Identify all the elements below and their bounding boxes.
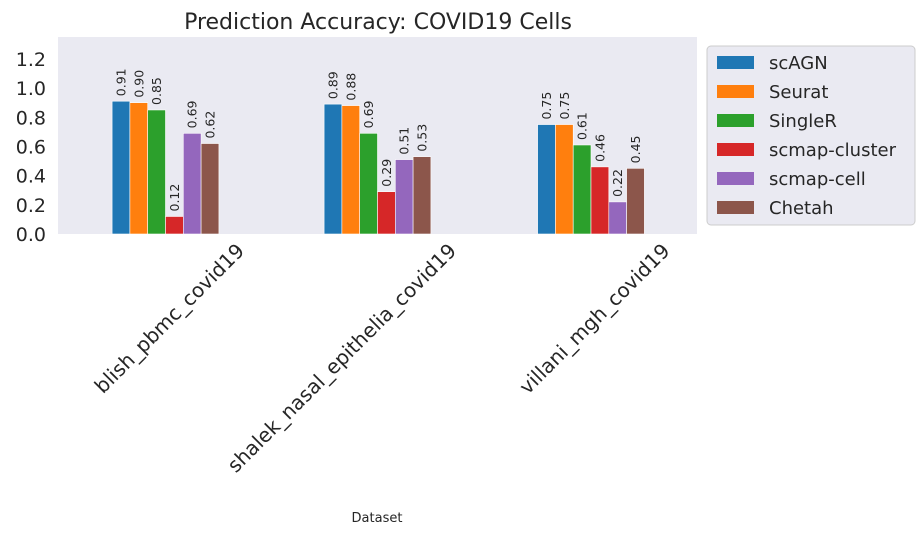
bar-scmap-cell-blish_pbmc_covid19 xyxy=(183,133,202,235)
legend-swatch xyxy=(717,201,754,214)
y-axis: 0.0 0.2 0.4 0.6 0.8 1.0 1.2 xyxy=(16,49,46,246)
legend-label: scmap-cluster xyxy=(769,140,897,161)
data-label: 0.69 xyxy=(185,100,200,128)
bar-scmap-cluster-villani_mgh_covid19 xyxy=(590,166,610,235)
y-tick-label: 0.4 xyxy=(16,166,46,188)
y-tick-label: 0.0 xyxy=(16,224,46,246)
legend-label: Chetah xyxy=(769,198,834,219)
data-label: 0.61 xyxy=(575,112,590,140)
x-category-label: shalek_nasal_epithelia_covid19 xyxy=(222,239,461,478)
legend: scAGN Seurat SingleR scmap-cluster scmap-cel… xyxy=(706,45,916,226)
data-label: 0.69 xyxy=(361,100,376,128)
data-label: 0.46 xyxy=(592,134,607,162)
data-label: 0.75 xyxy=(557,92,572,120)
data-label: 0.22 xyxy=(610,169,625,197)
data-labels: 0.91 0.90 0.850.120.69 0.620.89 0.880.690.29… xyxy=(114,68,644,211)
legend-swatch xyxy=(717,172,754,185)
bar-scmap-cell-villani_mgh_covid19 xyxy=(608,201,627,235)
bar-Chetah-villani_mgh_covid19 xyxy=(626,168,645,235)
data-label: 0.51 xyxy=(397,127,412,155)
bar-Seurat-shalek_nasal_epithelia_covid19 xyxy=(341,105,360,235)
data-label: 0.62 xyxy=(203,111,218,139)
legend-swatch xyxy=(717,143,754,156)
bar-Chetah-blish_pbmc_covid19 xyxy=(200,143,220,235)
bar-scAGN-blish_pbmc_covid19 xyxy=(111,100,131,235)
bar-Seurat-villani_mgh_covid19 xyxy=(555,124,574,235)
data-label: 0.12 xyxy=(167,184,182,212)
bar-Chetah-shalek_nasal_epithelia_covid19 xyxy=(412,156,432,235)
legend-swatch xyxy=(717,56,754,69)
data-label: 0.29 xyxy=(379,159,394,187)
bar-scmap-cell-shalek_nasal_epithelia_covid19 xyxy=(394,159,414,235)
bar-Seurat-blish_pbmc_covid19 xyxy=(129,102,148,235)
bar-scmap-cluster-shalek_nasal_epithelia_covid19 xyxy=(377,191,396,235)
data-label: 0.75 xyxy=(539,92,554,120)
bar-SingleR-blish_pbmc_covid19 xyxy=(147,109,166,235)
data-label: 0.89 xyxy=(326,71,341,99)
legend-swatch xyxy=(717,85,754,98)
legend-label: SingleR xyxy=(769,111,837,132)
bar-SingleR-shalek_nasal_epithelia_covid19 xyxy=(359,133,378,235)
bar-SingleR-villani_mgh_covid19 xyxy=(572,144,592,235)
data-label: 0.53 xyxy=(415,124,430,152)
legend-label: scmap-cell xyxy=(769,169,866,190)
y-tick-label: 0.8 xyxy=(16,107,46,129)
bar-scAGN-shalek_nasal_epithelia_covid19 xyxy=(323,103,343,235)
x-axis: blish_pbmc_covid19shalek_nasal_epithelia… xyxy=(90,239,675,478)
y-tick-label: 1.0 xyxy=(16,78,46,100)
bar-scAGN-villani_mgh_covid19 xyxy=(537,124,556,235)
bars xyxy=(111,100,645,235)
x-category-label: blish_pbmc_covid19 xyxy=(90,239,249,398)
legend-box xyxy=(706,45,916,226)
legend-label: scAGN xyxy=(769,53,828,74)
data-label: 0.88 xyxy=(343,73,358,101)
legend-swatch xyxy=(717,114,754,127)
y-tick-label: 1.2 xyxy=(16,49,46,71)
y-tick-label: 0.6 xyxy=(16,136,46,158)
legend-label: Seurat xyxy=(769,82,828,103)
y-tick-label: 0.2 xyxy=(16,195,46,217)
x-category-label: villani_mgh_covid19 xyxy=(514,239,674,399)
x-axis-label: Dataset xyxy=(352,511,403,526)
data-label: 0.90 xyxy=(131,70,146,98)
chart-title: Prediction Accuracy: COVID19 Cells xyxy=(184,10,572,35)
bar-scmap-cluster-blish_pbmc_covid19 xyxy=(165,216,184,235)
data-label: 0.91 xyxy=(114,68,129,96)
data-label: 0.45 xyxy=(628,135,643,163)
data-label: 0.85 xyxy=(149,77,164,105)
